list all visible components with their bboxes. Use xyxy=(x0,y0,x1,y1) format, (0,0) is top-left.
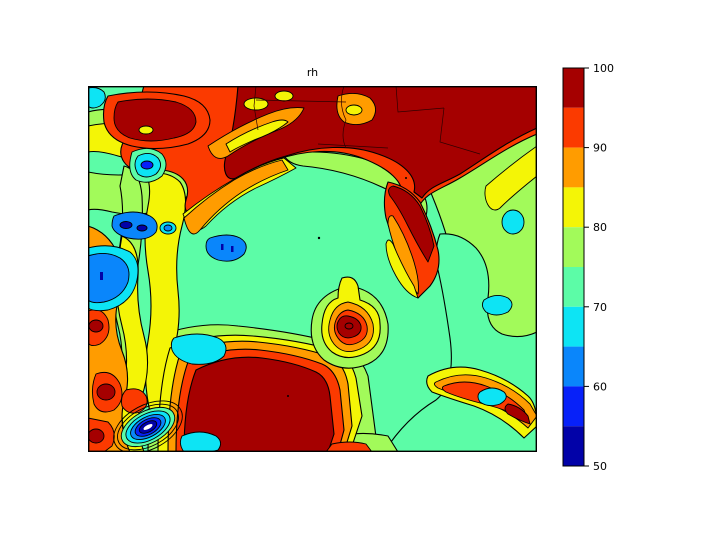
colorbar-seg-85-90 xyxy=(563,147,584,188)
contour-blue-patch-mid xyxy=(205,234,247,262)
contour-cyan-atlantic-1 xyxy=(501,209,525,235)
contour-cyan-bottomleft-1 xyxy=(170,333,227,365)
contour-orangered-mexico-5 xyxy=(121,388,148,414)
state-border-5 xyxy=(317,143,389,149)
contour-speck-2 xyxy=(405,177,407,179)
colorbar-seg-75-80 xyxy=(563,227,584,267)
contour-map xyxy=(88,86,537,452)
contour-darkred-florida-core xyxy=(388,185,435,263)
state-border-4 xyxy=(439,107,481,155)
contour-blue-pocket-topleft xyxy=(140,160,154,170)
contour-darkred-se-us xyxy=(223,86,537,199)
contour-cyan-atlantic-3 xyxy=(477,387,507,407)
contour-darkred-landmass-core xyxy=(183,356,335,452)
contour-darkred-topleft-core xyxy=(113,98,197,142)
contour-speck-3 xyxy=(287,395,289,397)
contour-yellow-top-patch-3 xyxy=(345,104,363,116)
state-border-1 xyxy=(253,86,259,131)
contour-navy-core-1 xyxy=(119,221,133,229)
colorbar-seg-60-65 xyxy=(563,346,584,387)
cyclone-inner-contour xyxy=(344,322,354,330)
dry-spot-white-core xyxy=(143,424,153,430)
colorbar-seg-55-60 xyxy=(563,386,584,427)
state-border-3 xyxy=(395,86,445,113)
colorbar-outline xyxy=(562,67,585,467)
colorbar-seg-80-85 xyxy=(563,187,584,228)
cyclone-core-darkred xyxy=(336,315,362,339)
contour-navy-dash-3 xyxy=(100,272,103,280)
state-border-mississippi xyxy=(341,86,347,149)
contour-darkred-mexico-2 xyxy=(88,319,104,333)
contour-darkred-mexico-3 xyxy=(96,383,116,401)
colorbar-label-50: 50 xyxy=(593,460,607,473)
contour-yellow-top-patch-2 xyxy=(274,90,294,102)
contour-yellow-florida-fringe xyxy=(385,239,419,299)
dry-spot-contour-outer2 xyxy=(117,403,179,451)
contour-blue-small-left xyxy=(163,224,173,232)
dry-spot-bullseye xyxy=(113,400,183,452)
contour-orangered-bottom-strip xyxy=(325,441,373,452)
colorbar-seg-50-55 xyxy=(563,426,584,466)
contour-yellow-top-patch-1 xyxy=(243,97,269,111)
contour-yellow-inset xyxy=(138,125,154,135)
contour-navy-dash-1 xyxy=(221,244,224,250)
colorbar-label-60: 60 xyxy=(593,380,607,393)
contour-cyan-corner xyxy=(88,87,106,109)
colorbar-label-80: 80 xyxy=(593,221,607,234)
colorbar: 100 90 80 70 60 50 xyxy=(562,62,614,473)
axes-frame xyxy=(88,86,537,452)
contour-yellow-diag-streak xyxy=(225,119,289,153)
colorbar-seg-65-70 xyxy=(563,306,584,347)
colorbar-label-100: 100 xyxy=(593,62,614,75)
contour-navy-core-2 xyxy=(136,224,148,232)
contour-darkred-mexico-4 xyxy=(88,428,105,444)
colorbar-seg-90-95 xyxy=(563,107,584,148)
contour-navy-dash-2 xyxy=(231,246,234,252)
colorbar-label-90: 90 xyxy=(593,142,607,155)
contour-orangered-florida xyxy=(383,181,440,299)
colorbar-seg-95-100 xyxy=(563,68,584,108)
contour-cyan-bottomleft-2 xyxy=(179,431,221,452)
dry-spot-contour-outer xyxy=(113,400,183,452)
state-border-2 xyxy=(255,99,347,103)
contour-darkred-cuba-tip xyxy=(504,403,531,425)
contour-blue-left-edge xyxy=(88,253,130,304)
contour-speck-1 xyxy=(317,236,321,240)
contour-orange-coast-streak xyxy=(183,159,289,235)
contour-cyan-atlantic-2 xyxy=(481,295,513,316)
colorbar-label-70: 70 xyxy=(593,301,607,314)
colorbar-seg-70-75 xyxy=(563,267,584,307)
plot-title: rh xyxy=(306,66,319,79)
contour-blue-blob-left xyxy=(111,211,158,240)
contour-yellow-right-strip xyxy=(484,145,537,211)
